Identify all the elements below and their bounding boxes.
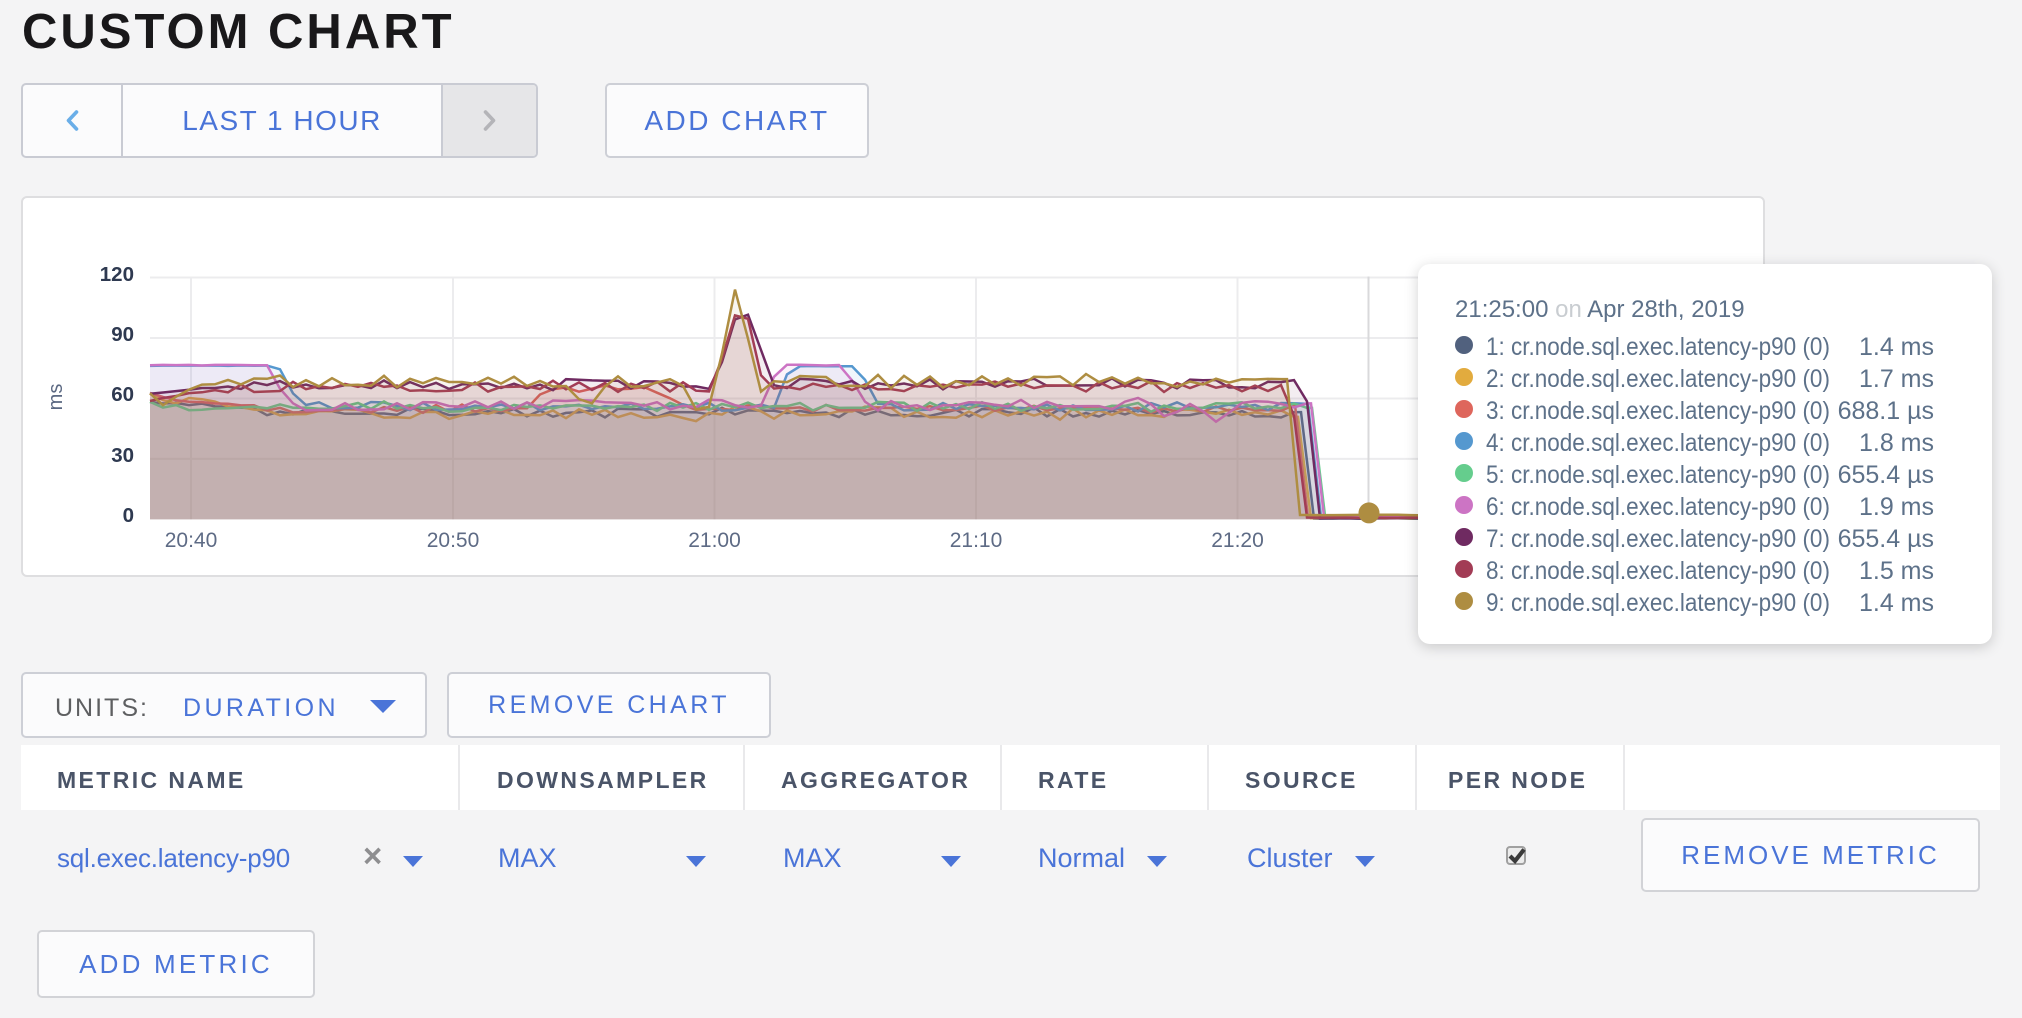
- svg-text:30: 30: [111, 444, 134, 467]
- svg-text:120: 120: [100, 263, 134, 286]
- svg-text:90: 90: [111, 323, 134, 346]
- svg-text:0: 0: [123, 504, 134, 527]
- svg-text:21:10: 21:10: [950, 529, 1003, 552]
- svg-text:60: 60: [111, 383, 134, 406]
- svg-text:21:00: 21:00: [688, 529, 741, 552]
- svg-text:ms: ms: [45, 384, 67, 411]
- svg-text:20:40: 20:40: [165, 529, 218, 552]
- svg-text:21:20: 21:20: [1211, 529, 1264, 552]
- svg-text:20:50: 20:50: [427, 529, 480, 552]
